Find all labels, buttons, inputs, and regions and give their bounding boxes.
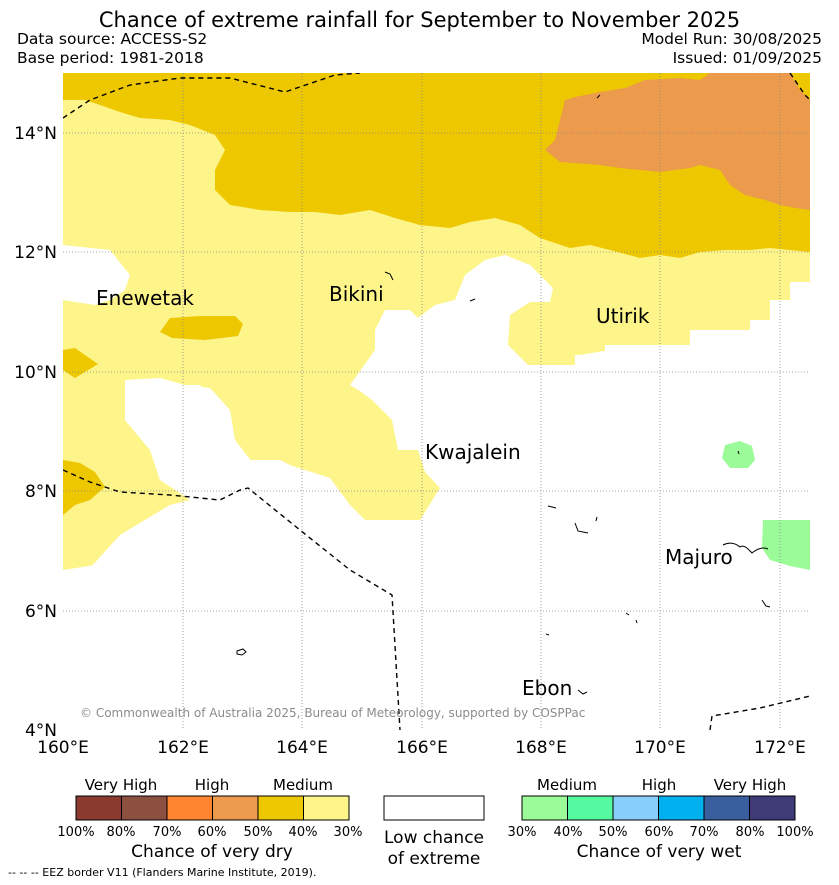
map-area (63, 73, 810, 730)
lon-label: 168°E (515, 738, 567, 758)
legend-wet-pct: 50% (599, 825, 628, 840)
data-source-text: Data source: ACCESS-S2 (17, 30, 208, 48)
copyright-text: © Commonwealth of Australia 2025, Bureau… (80, 706, 585, 720)
legend-wet-level-label: Medium (537, 776, 597, 794)
legend-wet-swatch (703, 795, 750, 821)
longitude-labels: 160°E 162°E 164°E 166°E 168°E 170°E 172°… (37, 738, 806, 758)
legend-dry-pct: 100% (57, 825, 94, 840)
header-left: Data source: ACCESS-S2 Base period: 1981… (17, 30, 207, 68)
legend-dry-swatch (303, 795, 350, 821)
lat-label: 14°N (14, 124, 57, 144)
legend-dry-swatch (75, 795, 122, 821)
dry-high-region (545, 73, 810, 210)
place-label-bikini: Bikini (329, 282, 384, 306)
island-outlines (236, 94, 771, 695)
legend-dry-level-label: High (195, 776, 229, 794)
legend-wet-swatch (612, 795, 659, 821)
legend-none-line1: Low chance (384, 828, 484, 848)
legend-wet-swatches (521, 795, 796, 821)
legend-wet-pct: 70% (690, 825, 719, 840)
legend-dry-pct: 80% (107, 825, 136, 840)
legend-wet-pct: 60% (645, 825, 674, 840)
lat-label: 4°N (25, 721, 57, 741)
legend-wet-swatch (521, 795, 568, 821)
place-label-majuro: Majuro (665, 545, 733, 569)
lon-label: 170°E (634, 738, 686, 758)
lon-label: 166°E (396, 738, 448, 758)
legend-wet-caption: Chance of very wet (577, 842, 742, 862)
lon-label: 160°E (37, 738, 89, 758)
legend-none-line2: of extreme (388, 849, 481, 869)
place-label-ebon: Ebon (522, 676, 572, 700)
legend-dry-swatch (166, 795, 213, 821)
legend-wet-swatch (749, 795, 796, 821)
legend-wet-swatch (567, 795, 614, 821)
lat-label: 12°N (14, 243, 57, 263)
legend-dry-swatch (212, 795, 259, 821)
legend-dry: Very High High Medium 100% 80% 70% 60% 5… (57, 776, 362, 862)
latitude-labels: 14°N 12°N 10°N 8°N 6°N 4°N (14, 124, 57, 741)
legend-dry-swatch (257, 795, 304, 821)
legend-wet-swatch (658, 795, 705, 821)
legend-dry-level-label: Medium (273, 776, 333, 794)
place-label-kwajalein: Kwajalein (425, 440, 521, 464)
legend-dry-swatches (75, 795, 350, 821)
legend-wet: Medium High Very High 30% 40% 50% 60% 70… (508, 776, 814, 862)
legend-none-swatch (383, 795, 485, 821)
legend-wet-pct: 30% (508, 825, 537, 840)
legend-dry-pct: 30% (334, 825, 363, 840)
eez-footnote: -- -- -- EEZ border V11 (Flanders Marine… (8, 866, 317, 879)
legend-wet-pct: 100% (776, 825, 813, 840)
legend-wet-level-label: High (642, 776, 676, 794)
place-names: Enewetak Bikini Utirik Kwajalein Majuro … (96, 282, 733, 700)
low-chance-region (63, 245, 810, 730)
legend-dry-pct: 40% (289, 825, 318, 840)
lat-label: 10°N (14, 363, 57, 383)
eez-border (63, 73, 810, 730)
base-period-text: Base period: 1981-2018 (17, 49, 204, 67)
legend-dry-pct: 70% (153, 825, 182, 840)
model-run-text: Model Run: 30/08/2025 (641, 30, 822, 48)
lat-label: 6°N (25, 602, 57, 622)
lon-label: 162°E (157, 738, 209, 758)
legend-dry-caption: Chance of very dry (131, 842, 293, 862)
legend-dry-pct: 50% (244, 825, 273, 840)
legend-dry-swatch (121, 795, 168, 821)
lat-label: 8°N (25, 482, 57, 502)
place-label-enewetak: Enewetak (96, 286, 194, 310)
issued-text: Issued: 01/09/2025 (672, 49, 822, 67)
legend-wet-level-label: Very High (714, 776, 787, 794)
lon-label: 164°E (276, 738, 328, 758)
place-label-utirik: Utirik (596, 304, 650, 328)
legend-wet-pct: 40% (554, 825, 583, 840)
lon-label: 172°E (754, 738, 806, 758)
legend-wet-pct: 80% (736, 825, 765, 840)
page-title: Chance of extreme rainfall for September… (98, 8, 741, 32)
legend-none: Low chance of extreme (383, 795, 485, 869)
legend-dry-level-label: Very High (85, 776, 158, 794)
wet-medium-region (722, 441, 810, 570)
header-right: Model Run: 30/08/2025 Issued: 01/09/2025 (641, 30, 822, 68)
legend-dry-pct: 60% (198, 825, 227, 840)
